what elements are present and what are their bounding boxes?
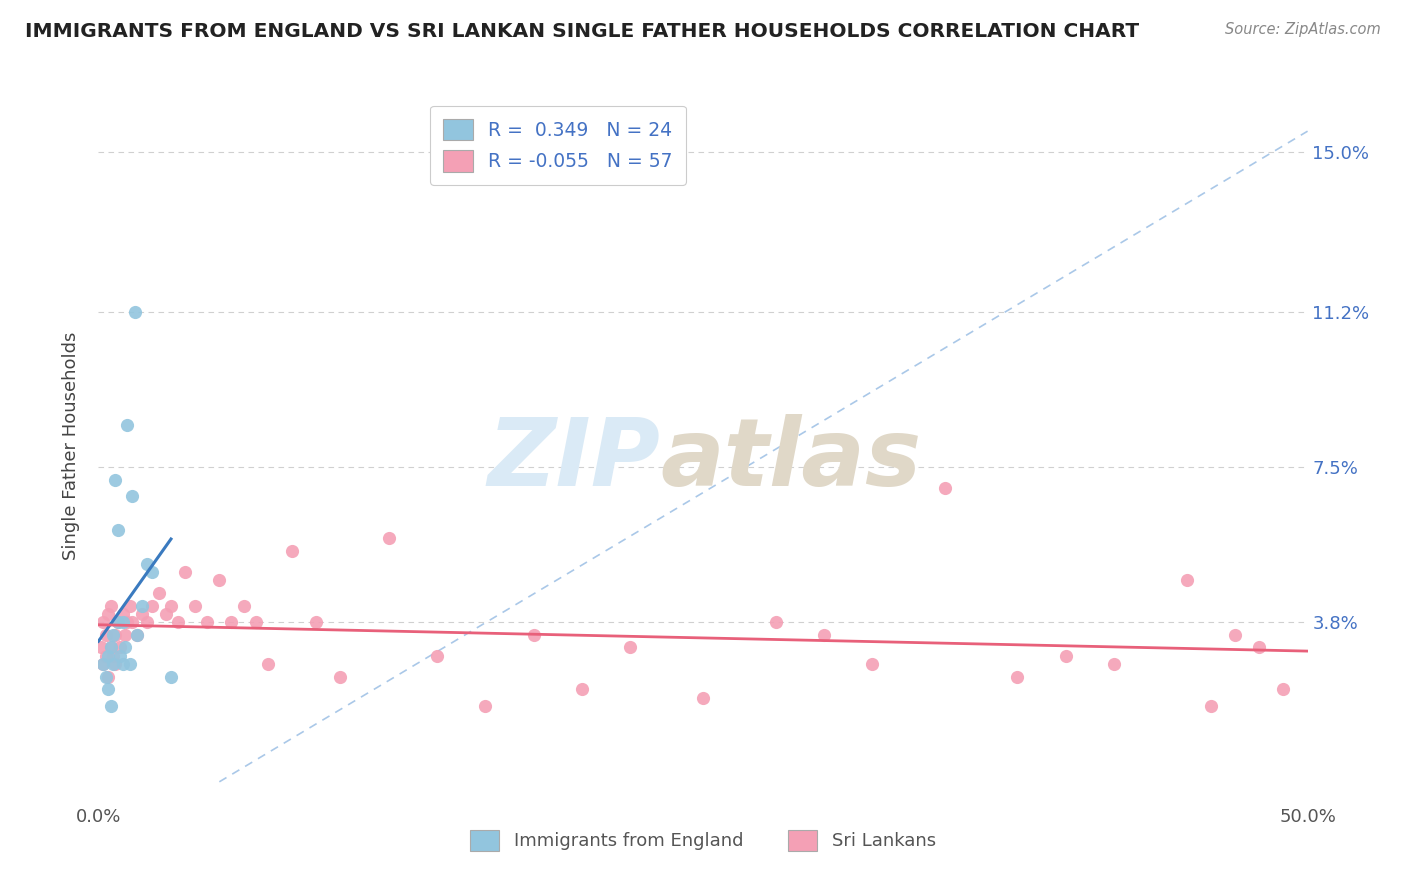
Point (221, 615, 243, 630)
Point (101, 648, 124, 663)
Point (377, 532, 399, 546)
Text: atlas: atlas (661, 414, 922, 507)
Point (100, 640, 122, 655)
Point (114, 628, 136, 642)
Text: IMMIGRANTS FROM ENGLAND VS SRI LANKAN SINGLE FATHER HOUSEHOLDS CORRELATION CHART: IMMIGRANTS FROM ENGLAND VS SRI LANKAN SI… (25, 22, 1139, 41)
Point (121, 615, 143, 630)
Point (118, 599, 141, 613)
Point (426, 648, 449, 663)
Point (174, 565, 197, 579)
Text: Source: ZipAtlas.com: Source: ZipAtlas.com (1225, 22, 1381, 37)
Point (114, 640, 136, 655)
Point (232, 599, 254, 613)
Point (1223, 628, 1246, 642)
Point (135, 557, 157, 571)
Point (104, 628, 127, 642)
Point (117, 417, 139, 432)
Point (305, 615, 328, 630)
Point (104, 657, 127, 672)
Point (108, 648, 131, 663)
Point (256, 657, 278, 672)
Point (474, 699, 496, 714)
Point (195, 615, 218, 630)
Point (97, 670, 120, 684)
Point (127, 628, 149, 642)
Point (94, 670, 117, 684)
Point (141, 599, 163, 613)
Point (860, 657, 883, 672)
Point (160, 670, 183, 684)
Point (1102, 657, 1125, 672)
Point (111, 607, 134, 621)
Point (94, 648, 117, 663)
Point (97, 648, 120, 663)
Point (117, 615, 139, 630)
Legend: Immigrants from England, Sri Lankans: Immigrants from England, Sri Lankans (463, 822, 943, 858)
Point (104, 473, 127, 487)
Point (131, 599, 153, 613)
Point (100, 599, 122, 613)
Point (141, 565, 163, 579)
Point (692, 690, 714, 705)
Point (97, 607, 120, 621)
Point (1249, 640, 1271, 655)
Point (155, 607, 177, 621)
Point (1007, 670, 1029, 684)
Point (208, 574, 231, 588)
Point (107, 523, 129, 537)
Point (184, 599, 207, 613)
Point (94, 628, 117, 642)
Point (101, 657, 124, 672)
Point (813, 628, 835, 642)
Point (101, 628, 124, 642)
Point (100, 640, 122, 655)
Point (118, 657, 141, 672)
Point (160, 599, 183, 613)
Point (91, 657, 114, 672)
Point (131, 607, 153, 621)
Point (619, 640, 641, 655)
Point (90, 640, 112, 655)
Point (148, 586, 170, 600)
Point (111, 615, 134, 630)
Point (245, 615, 267, 630)
Point (127, 628, 149, 642)
Point (135, 615, 157, 630)
Point (100, 699, 122, 714)
Point (281, 544, 304, 558)
Point (523, 628, 546, 642)
Point (1175, 574, 1198, 588)
Point (111, 657, 134, 672)
Point (167, 615, 190, 630)
Point (1199, 699, 1222, 714)
Point (1272, 682, 1295, 697)
Point (107, 615, 129, 630)
Y-axis label: Single Father Households: Single Father Households (62, 332, 80, 560)
Point (1054, 648, 1077, 663)
Point (91, 657, 114, 672)
Point (121, 489, 143, 503)
Point (124, 304, 146, 318)
Point (765, 615, 787, 630)
Point (107, 615, 129, 630)
Point (108, 640, 131, 655)
Point (329, 670, 352, 684)
Point (91, 615, 114, 630)
Point (571, 682, 593, 697)
Text: ZIP: ZIP (488, 414, 661, 507)
Point (97, 682, 120, 697)
Point (934, 481, 956, 495)
